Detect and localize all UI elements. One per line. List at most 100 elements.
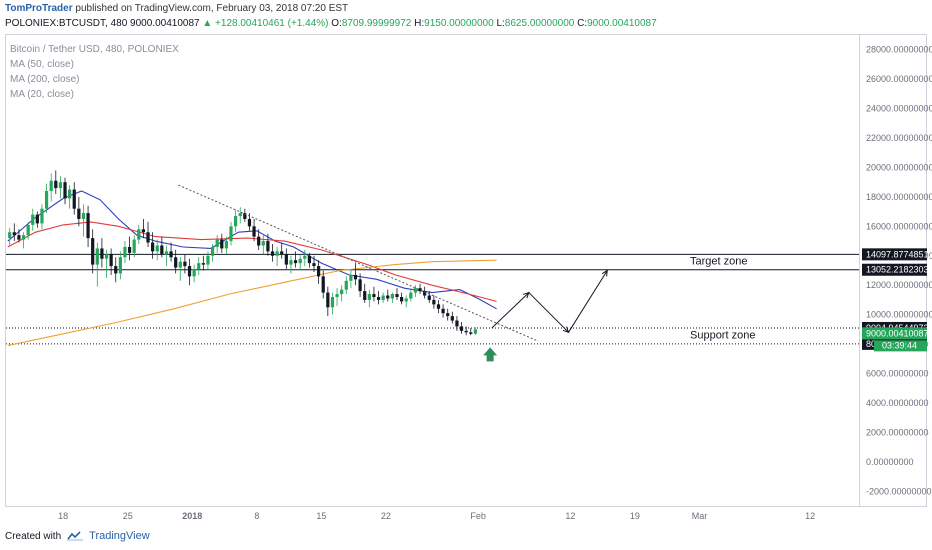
candle-body[interactable] <box>197 263 201 270</box>
candle-body[interactable] <box>464 330 468 333</box>
candle-body[interactable] <box>54 180 58 189</box>
candle-body[interactable] <box>192 269 196 277</box>
candle-body[interactable] <box>12 232 16 236</box>
candle-body[interactable] <box>252 226 256 237</box>
candle-body[interactable] <box>151 242 155 252</box>
candle-body[interactable] <box>473 329 477 334</box>
candle-body[interactable] <box>307 255 312 264</box>
candle-body[interactable] <box>91 238 95 265</box>
candle-body[interactable] <box>316 266 321 277</box>
candle-body[interactable] <box>441 308 445 314</box>
candle-body[interactable] <box>363 291 367 300</box>
ma-line[interactable] <box>7 221 497 302</box>
candle-body[interactable] <box>17 235 21 240</box>
chart-pane[interactable] <box>5 34 860 507</box>
candle-body[interactable] <box>100 248 104 259</box>
candle-body[interactable] <box>455 320 459 327</box>
projection-segment[interactable] <box>568 270 608 333</box>
candle-body[interactable] <box>390 294 394 299</box>
candle-body[interactable] <box>8 232 12 239</box>
candle-body[interactable] <box>155 245 159 252</box>
candle-body[interactable] <box>436 304 441 309</box>
candle-body[interactable] <box>335 294 339 297</box>
candle-body[interactable] <box>261 241 265 246</box>
candle-body[interactable] <box>114 266 118 274</box>
candle-body[interactable] <box>293 260 298 264</box>
ma-line[interactable] <box>7 259 497 347</box>
candle-body[interactable] <box>353 274 358 280</box>
candle-body[interactable] <box>183 261 187 267</box>
candle-body[interactable] <box>376 296 381 300</box>
candle-body[interactable] <box>220 239 224 249</box>
candle-body[interactable] <box>303 255 307 259</box>
candle-body[interactable] <box>284 254 288 265</box>
candle-body[interactable] <box>469 332 473 334</box>
trendline[interactable] <box>178 184 539 342</box>
candle-body[interactable] <box>81 213 86 219</box>
candle-body[interactable] <box>132 239 136 253</box>
author-name[interactable]: TomProTrader <box>5 3 73 14</box>
candle-body[interactable] <box>44 191 49 209</box>
candle-body[interactable] <box>26 224 30 236</box>
candle-body[interactable] <box>118 257 122 274</box>
candle-body[interactable] <box>289 260 293 265</box>
candle-body[interactable] <box>215 239 219 247</box>
ma-line[interactable] <box>7 190 497 310</box>
candle-body[interactable] <box>423 291 427 296</box>
candle-body[interactable] <box>427 295 431 300</box>
candle-body[interactable] <box>432 299 436 305</box>
tradingview-brand[interactable]: TradingView <box>89 530 150 542</box>
candle-body[interactable] <box>459 326 464 331</box>
candle-body[interactable] <box>224 241 229 249</box>
candle-body[interactable] <box>409 292 413 299</box>
candle-body[interactable] <box>399 296 404 302</box>
candle-body[interactable] <box>270 251 275 256</box>
candle-body[interactable] <box>367 294 371 300</box>
candle-body[interactable] <box>298 258 302 264</box>
candle-body[interactable] <box>234 216 238 227</box>
candle-body[interactable] <box>127 246 132 253</box>
candle-body[interactable] <box>169 251 173 258</box>
candle-body[interactable] <box>63 182 67 199</box>
candle-body[interactable] <box>418 288 422 292</box>
candle-body[interactable] <box>95 248 99 265</box>
candle-body[interactable] <box>77 208 81 219</box>
candle-body[interactable] <box>40 208 44 224</box>
candle-body[interactable] <box>266 241 270 252</box>
candle-body[interactable] <box>349 274 353 281</box>
candle-body[interactable] <box>372 294 376 297</box>
candle-body[interactable] <box>35 214 39 224</box>
candle-body[interactable] <box>340 289 344 295</box>
candle-body[interactable] <box>58 182 63 189</box>
candle-body[interactable] <box>344 280 348 290</box>
legend-ma50[interactable]: MA (50, close) <box>10 59 74 70</box>
candle-body[interactable] <box>164 251 169 255</box>
candle-body[interactable] <box>109 254 113 267</box>
candle-body[interactable] <box>381 295 385 300</box>
candle-body[interactable] <box>174 257 178 268</box>
candle-body[interactable] <box>330 296 335 308</box>
legend-ma20[interactable]: MA (20, close) <box>10 89 74 100</box>
candle-body[interactable] <box>210 246 215 256</box>
candle-body[interactable] <box>404 298 408 302</box>
candle-body[interactable] <box>21 235 26 240</box>
candle-body[interactable] <box>137 229 141 240</box>
candle-body[interactable] <box>141 229 146 233</box>
candle-body[interactable] <box>178 261 182 268</box>
candle-body[interactable] <box>238 213 242 217</box>
candle-body[interactable] <box>312 263 316 267</box>
candle-body[interactable] <box>104 254 109 259</box>
candle-body[interactable] <box>450 316 454 321</box>
candle-body[interactable] <box>49 180 53 192</box>
candle-body[interactable] <box>386 295 390 299</box>
candle-body[interactable] <box>201 263 205 265</box>
candle-body[interactable] <box>31 214 35 225</box>
candle-body[interactable] <box>160 245 164 255</box>
candle-body[interactable] <box>72 189 76 209</box>
legend-ma200[interactable]: MA (200, close) <box>10 74 80 85</box>
candle-body[interactable] <box>68 189 72 199</box>
candle-body[interactable] <box>446 313 450 317</box>
candle-body[interactable] <box>146 232 150 243</box>
candle-body[interactable] <box>243 213 247 219</box>
